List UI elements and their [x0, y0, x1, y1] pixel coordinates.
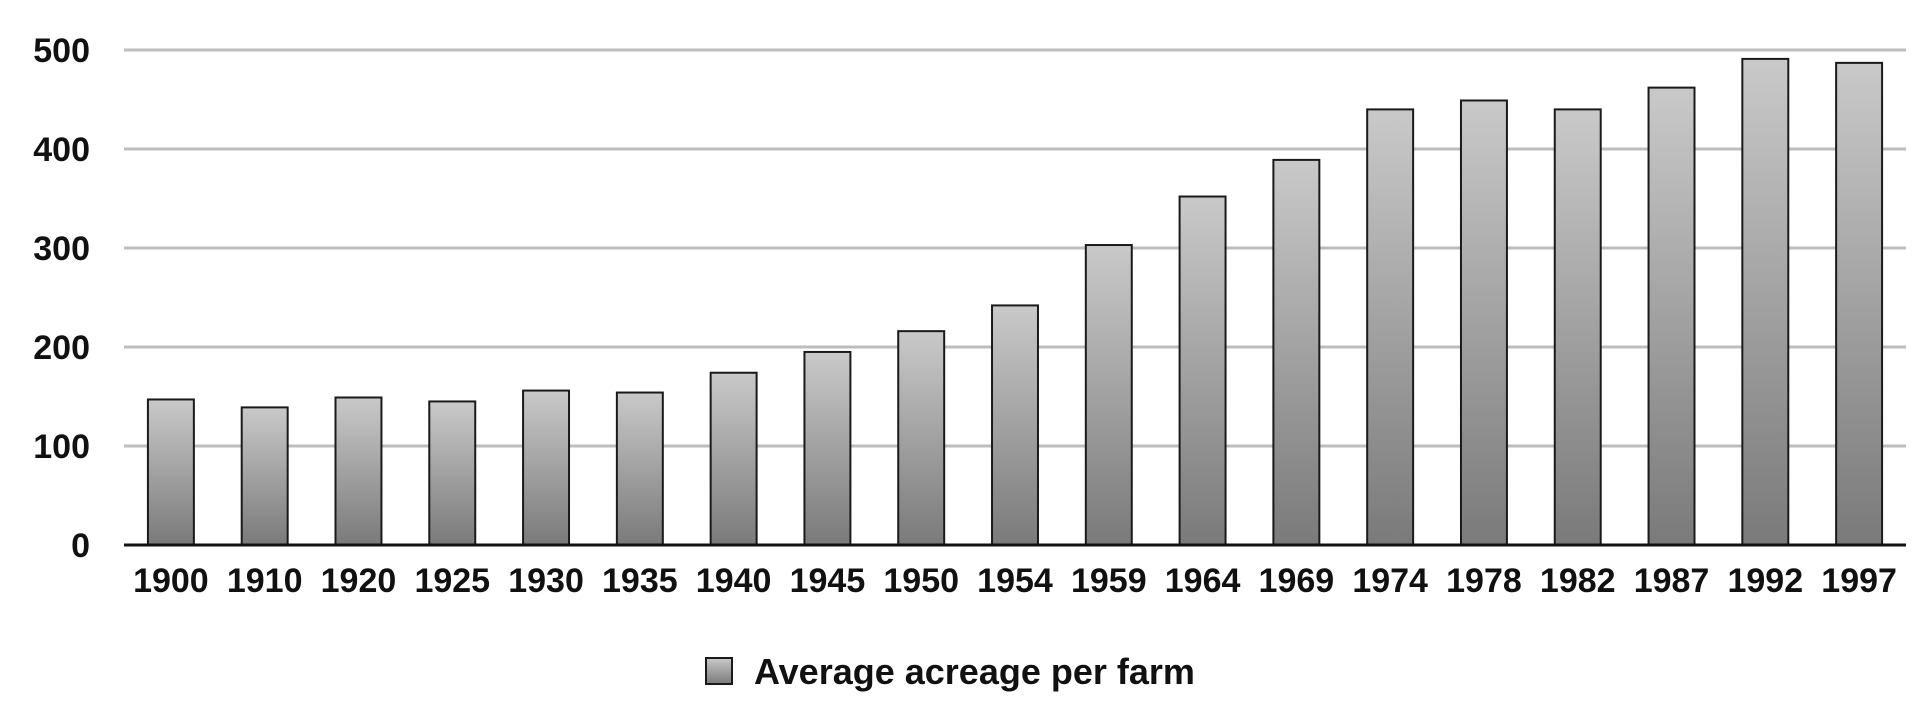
bar-1930: [522, 389, 571, 546]
bar-1945: [803, 350, 852, 547]
x-tick-label: 1930: [508, 562, 584, 600]
bar-1992: [1741, 57, 1790, 546]
y-axis-tick-labels: 0 100 200 300 400 500: [33, 32, 90, 565]
y-tick-label: 100: [33, 428, 90, 466]
y-tick-label: 300: [33, 230, 90, 268]
bar-1969: [1272, 158, 1321, 546]
bar-1940: [709, 371, 758, 546]
bar-1987: [1647, 86, 1696, 547]
legend-label: Average acreage per farm: [754, 651, 1195, 692]
y-tick-label: 0: [71, 527, 90, 565]
bar-1935: [615, 391, 664, 547]
bar-1997: [1835, 61, 1884, 547]
x-tick-label: 1900: [133, 562, 209, 600]
x-tick-label: 1978: [1446, 562, 1522, 600]
x-tick-label: 1992: [1727, 562, 1803, 600]
bar-1910: [240, 406, 289, 547]
gridlines: [124, 48, 1906, 448]
bar-1954: [991, 304, 1039, 547]
x-tick-label: 1950: [883, 562, 959, 600]
x-tick-label: 1974: [1352, 562, 1428, 600]
x-tick-label: 1920: [321, 562, 397, 600]
bar-1974: [1366, 108, 1415, 547]
y-tick-label: 200: [33, 329, 90, 367]
bar-1920: [334, 396, 383, 546]
bar-1959: [1084, 244, 1133, 546]
y-tick-label: 400: [33, 131, 90, 169]
bar-1964: [1178, 195, 1227, 547]
x-axis-tick-labels: 1900 1910 1920 1925 1930 1935 1940 1945 1950 1954…: [133, 562, 1897, 600]
bar-1982: [1553, 108, 1602, 547]
x-tick-label: 1959: [1071, 562, 1147, 600]
bar-1900: [146, 398, 195, 546]
x-tick-label: 1997: [1821, 562, 1897, 600]
x-tick-label: 1954: [977, 562, 1053, 600]
legend: Average acreage per farm: [705, 651, 1195, 692]
bar-1950: [897, 330, 946, 546]
x-tick-label: 1982: [1540, 562, 1616, 600]
x-tick-label: 1925: [414, 562, 490, 600]
x-tick-label: 1964: [1165, 562, 1241, 600]
bars: [146, 57, 1884, 547]
x-tick-label: 1945: [790, 562, 866, 600]
legend-swatch: [705, 657, 733, 685]
x-tick-label: 1969: [1259, 562, 1335, 600]
x-tick-label: 1935: [602, 562, 678, 600]
x-tick-label: 1987: [1634, 562, 1710, 600]
bar-1978: [1459, 99, 1508, 547]
x-tick-label: 1940: [696, 562, 772, 600]
bar-1925: [428, 400, 477, 547]
x-tick-label: 1910: [227, 562, 303, 600]
y-tick-label: 500: [33, 32, 90, 70]
